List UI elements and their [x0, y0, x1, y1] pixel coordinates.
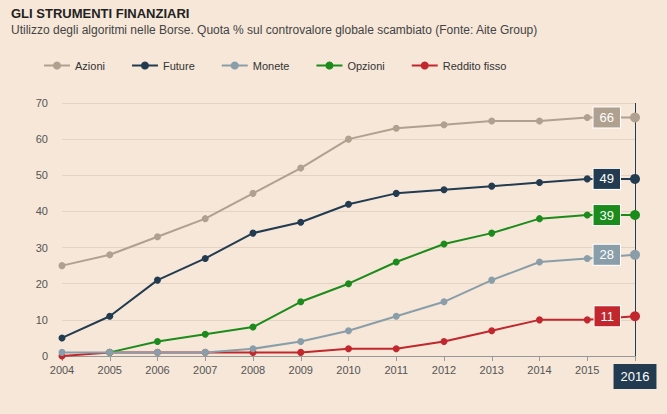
svg-text:39: 39 [600, 208, 614, 223]
svg-text:Opzioni: Opzioni [347, 60, 384, 72]
svg-text:66: 66 [600, 110, 614, 125]
svg-text:20: 20 [36, 278, 48, 290]
svg-text:Azioni: Azioni [75, 60, 105, 72]
svg-text:GLI STRUMENTI FINANZIARI: GLI STRUMENTI FINANZIARI [11, 6, 189, 21]
svg-text:28: 28 [600, 247, 614, 262]
svg-text:2007: 2007 [193, 364, 217, 376]
svg-text:2015: 2015 [575, 364, 599, 376]
svg-text:60: 60 [36, 133, 48, 145]
svg-text:Future: Future [163, 60, 195, 72]
svg-text:10: 10 [36, 314, 48, 326]
svg-text:50: 50 [36, 169, 48, 181]
svg-text:2010: 2010 [336, 364, 360, 376]
svg-text:70: 70 [36, 97, 48, 109]
svg-text:30: 30 [36, 242, 48, 254]
svg-text:2012: 2012 [432, 364, 456, 376]
svg-text:2014: 2014 [527, 364, 551, 376]
svg-text:2011: 2011 [384, 364, 408, 376]
svg-text:2008: 2008 [241, 364, 265, 376]
svg-text:2005: 2005 [98, 364, 122, 376]
svg-text:2016: 2016 [621, 369, 650, 384]
svg-text:2013: 2013 [480, 364, 504, 376]
svg-text:0: 0 [42, 350, 48, 362]
svg-text:49: 49 [600, 171, 614, 186]
svg-text:11: 11 [601, 309, 615, 324]
svg-text:Utilizzo degli algoritmi nelle: Utilizzo degli algoritmi nelle Borse. Qu… [11, 23, 537, 37]
svg-text:40: 40 [36, 205, 48, 217]
svg-text:2009: 2009 [289, 364, 313, 376]
svg-text:2006: 2006 [145, 364, 169, 376]
svg-text:Reddito fisso: Reddito fisso [443, 60, 507, 72]
svg-text:2004: 2004 [50, 364, 74, 376]
svg-text:Monete: Monete [253, 60, 290, 72]
